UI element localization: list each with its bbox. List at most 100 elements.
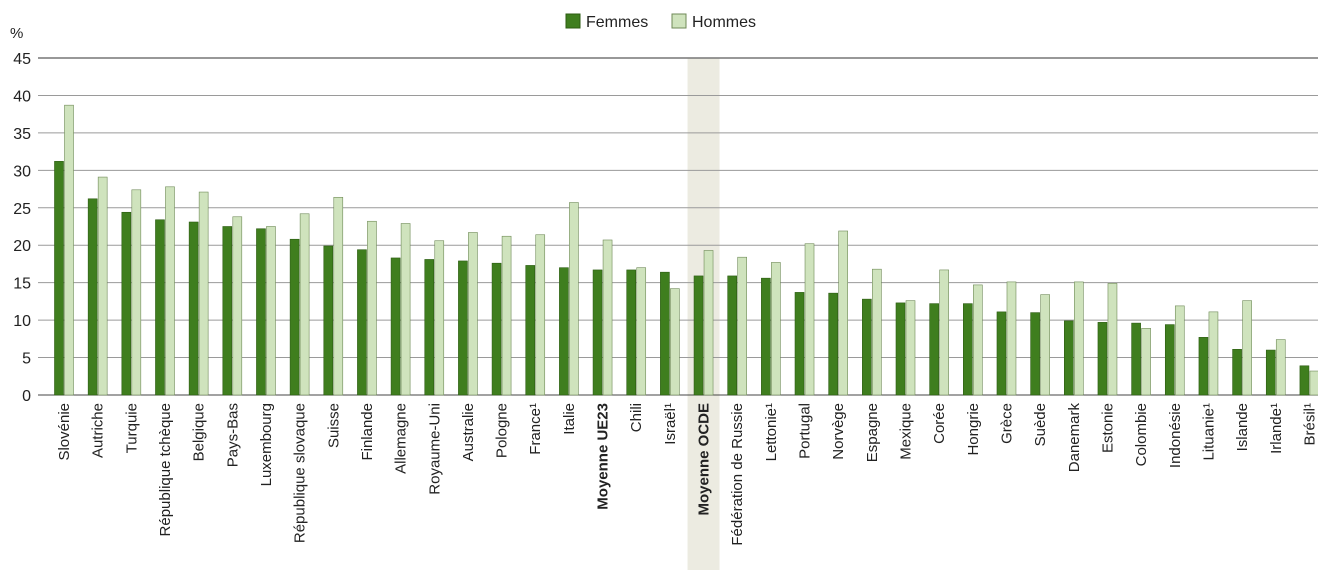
bar-femmes bbox=[87, 198, 98, 396]
x-tick-label: Chili bbox=[628, 403, 645, 432]
bar-femmes bbox=[222, 226, 233, 396]
bar-femmes bbox=[289, 238, 300, 396]
y-axis-label: % bbox=[10, 25, 23, 42]
x-tick-label: Hongrie bbox=[965, 403, 982, 456]
bar-hommes bbox=[266, 226, 276, 396]
y-tick-label: 45 bbox=[13, 51, 31, 68]
bar-femmes bbox=[458, 260, 468, 396]
bar-hommes bbox=[198, 191, 209, 396]
bar-femmes bbox=[929, 303, 939, 396]
x-tick-label: Lettonie¹ bbox=[763, 403, 780, 461]
bar-hommes bbox=[636, 267, 647, 396]
bar-femmes bbox=[424, 259, 435, 396]
bar-femmes bbox=[491, 262, 502, 396]
bar-hommes bbox=[535, 234, 546, 396]
bar-hommes bbox=[771, 262, 781, 396]
bar-femmes bbox=[357, 249, 367, 396]
bar-femmes bbox=[1131, 322, 1141, 396]
x-tick-label: Luxembourg bbox=[258, 403, 275, 486]
bar-hommes bbox=[131, 189, 142, 396]
y-tick-label: 20 bbox=[13, 238, 31, 255]
bar-hommes bbox=[64, 104, 74, 396]
bar-hommes bbox=[737, 256, 748, 396]
y-tick-label: 15 bbox=[13, 276, 31, 293]
bar-femmes bbox=[54, 161, 64, 396]
x-tick-label: Royaume-Uni bbox=[426, 403, 443, 495]
bar-hommes bbox=[367, 220, 377, 396]
x-tick-label: Allemagne bbox=[393, 403, 410, 474]
x-tick-label: Pologne bbox=[494, 403, 511, 458]
bar-hommes bbox=[973, 284, 983, 396]
bar-femmes bbox=[592, 269, 603, 396]
bar-femmes bbox=[693, 275, 704, 396]
x-tick-label: République slovaque bbox=[292, 403, 309, 543]
x-tick-label: Espagne bbox=[864, 403, 881, 462]
x-tick-label: Colombie bbox=[1133, 403, 1150, 466]
bar-femmes bbox=[1030, 312, 1040, 396]
bar-hommes bbox=[501, 235, 512, 396]
bar-hommes bbox=[1107, 283, 1118, 396]
x-tick-label: Suisse bbox=[325, 403, 342, 448]
bar-hommes bbox=[333, 196, 344, 396]
x-tick-label: Islande bbox=[1234, 403, 1251, 451]
x-tick-label: Australie bbox=[460, 403, 477, 461]
y-tick-label: 35 bbox=[13, 126, 31, 143]
bar-femmes bbox=[963, 303, 973, 396]
bar-hommes bbox=[232, 216, 243, 396]
bar-femmes bbox=[1198, 337, 1209, 396]
bar-hommes bbox=[1275, 339, 1286, 396]
bar-femmes bbox=[1232, 349, 1242, 396]
bar-hommes bbox=[804, 243, 815, 396]
bar-femmes bbox=[828, 292, 838, 396]
bar-hommes bbox=[299, 213, 310, 396]
bar-femmes bbox=[155, 219, 165, 396]
bar-hommes bbox=[434, 240, 445, 396]
x-tick-label: Corée bbox=[931, 403, 948, 444]
bar-hommes bbox=[1309, 370, 1318, 396]
x-tick-label: Moyenne UE23 bbox=[595, 403, 612, 510]
bar-hommes bbox=[468, 232, 478, 396]
bar-hommes bbox=[872, 268, 882, 396]
bar-hommes bbox=[1006, 281, 1017, 396]
bar-femmes bbox=[895, 302, 906, 396]
x-tick-label: Portugal bbox=[797, 403, 814, 459]
bar-hommes bbox=[1208, 311, 1219, 396]
x-tick-label: Lituanie¹ bbox=[1200, 403, 1217, 461]
y-tick-label: 40 bbox=[13, 88, 31, 105]
x-tick-label: Israël¹ bbox=[662, 403, 679, 445]
bar-hommes bbox=[165, 186, 175, 396]
y-tick-label: 25 bbox=[13, 201, 31, 218]
x-tick-label: Mexique bbox=[898, 403, 915, 460]
bar-femmes bbox=[727, 275, 738, 396]
y-tick-label: 0 bbox=[22, 388, 31, 405]
bar-femmes bbox=[559, 267, 569, 396]
highlight-band bbox=[687, 58, 720, 570]
x-tick-label: Indonésie bbox=[1167, 403, 1184, 468]
bar-hommes bbox=[838, 230, 848, 396]
x-tick-label: Brésil¹ bbox=[1301, 403, 1318, 446]
x-tick-label: Norvège bbox=[830, 403, 847, 460]
bar-hommes bbox=[670, 288, 680, 396]
bar-femmes bbox=[525, 265, 536, 396]
bar-hommes bbox=[1040, 294, 1050, 396]
bar-hommes bbox=[939, 269, 949, 396]
x-tick-label: Estonie bbox=[1099, 403, 1116, 453]
bar-femmes bbox=[1064, 320, 1074, 396]
x-tick-label: Suède bbox=[1032, 403, 1049, 446]
bar-hommes bbox=[1174, 305, 1185, 396]
y-tick-label: 30 bbox=[13, 163, 31, 180]
x-tick-label: Belgique bbox=[191, 403, 208, 461]
x-tick-label: Danemark bbox=[1066, 403, 1083, 473]
bar-femmes bbox=[1097, 322, 1108, 396]
bar-hommes bbox=[1242, 300, 1252, 396]
bar-hommes bbox=[97, 176, 108, 396]
x-tick-label: Moyenne OCDE bbox=[696, 403, 713, 516]
x-tick-label: Fédération de Russie bbox=[729, 403, 746, 546]
bar-femmes bbox=[761, 277, 771, 396]
x-tick-label: Pays-Bas bbox=[224, 403, 241, 467]
bar-femmes bbox=[256, 228, 266, 396]
x-tick-label: Grèce bbox=[998, 403, 1015, 444]
bar-hommes bbox=[905, 300, 916, 396]
bar-hommes bbox=[602, 239, 613, 396]
